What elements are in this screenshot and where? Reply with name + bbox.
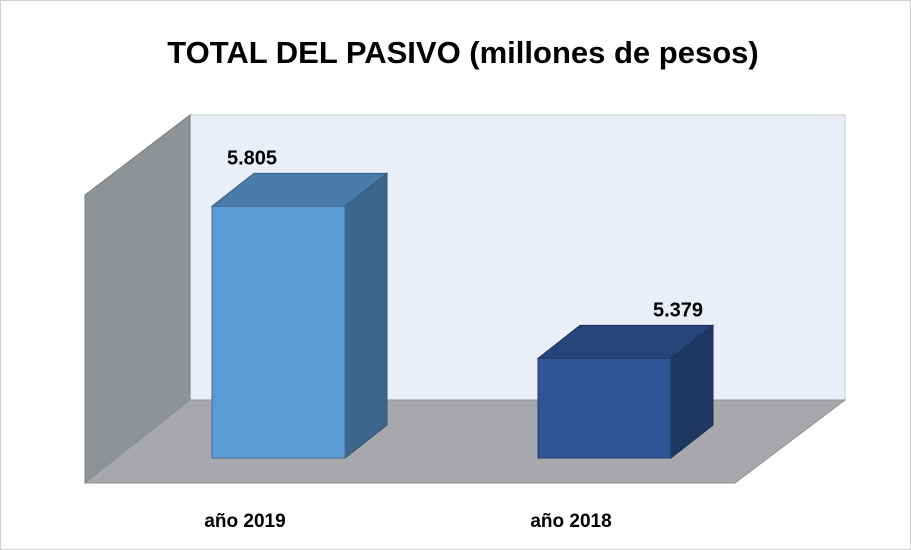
bar bbox=[211, 205, 346, 459]
floor bbox=[83, 399, 847, 484]
data-label: 5.379 bbox=[653, 300, 703, 322]
bar bbox=[537, 357, 672, 459]
chart-title: TOTAL DEL PASIVO (millones de pesos) bbox=[167, 35, 758, 70]
bar-side bbox=[344, 172, 388, 460]
data-label: 5.805 bbox=[227, 148, 277, 170]
x-tick-label: año 2018 bbox=[530, 511, 611, 532]
x-tick-label: año 2019 bbox=[204, 511, 285, 532]
